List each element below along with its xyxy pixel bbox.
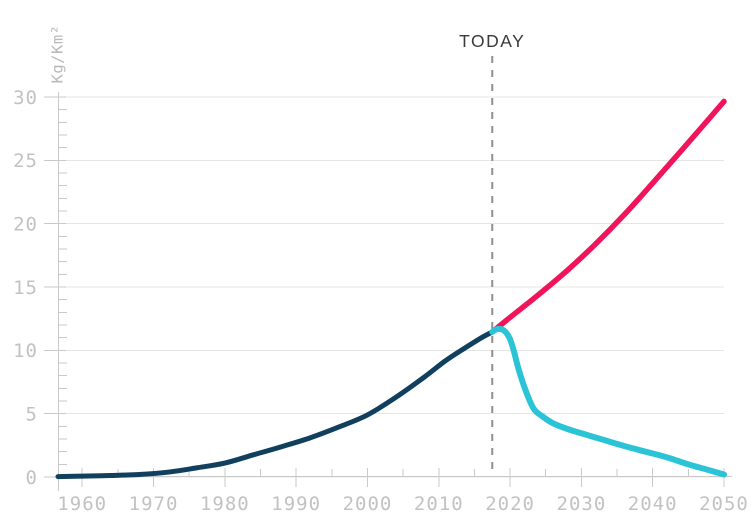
y-tick-label: 0: [26, 467, 38, 489]
y-tick-label: 30: [13, 87, 38, 109]
x-tick-label: 1960: [57, 493, 107, 515]
y-tick-label: 25: [13, 150, 38, 172]
x-tick-label: 2030: [557, 493, 607, 515]
rising-red-projection-curve: [489, 98, 727, 335]
today-label: TODAY: [459, 31, 525, 51]
x-tick-label: 1980: [200, 493, 250, 515]
y-tick-label: 20: [13, 214, 38, 236]
x-tick-label: 2040: [628, 493, 678, 515]
x-tick-label: 2010: [414, 493, 464, 515]
gridlines: [58, 96, 724, 478]
x-tick-label: 1990: [271, 493, 321, 515]
declining-cyan-projection-curve: [489, 325, 727, 478]
series-lines: [55, 98, 727, 480]
historical-dark-line-curve: [55, 329, 495, 480]
tick-labels: 0 5 10 15 20 25 30 1960 1970 1980 1990 2000 2010 2020…: [13, 87, 749, 515]
y-tick-label: 15: [13, 277, 38, 299]
x-tick-label: 2050: [699, 493, 749, 515]
y-axis-title: Kg/Km²: [48, 25, 66, 84]
y-tick-label: 5: [26, 404, 38, 426]
x-tick-label: 2000: [343, 493, 393, 515]
y-tick-label: 10: [13, 340, 38, 362]
x-tick-label: 1970: [129, 493, 179, 515]
axes-and-ticks: [44, 92, 732, 491]
x-tick-label: 2020: [485, 493, 535, 515]
